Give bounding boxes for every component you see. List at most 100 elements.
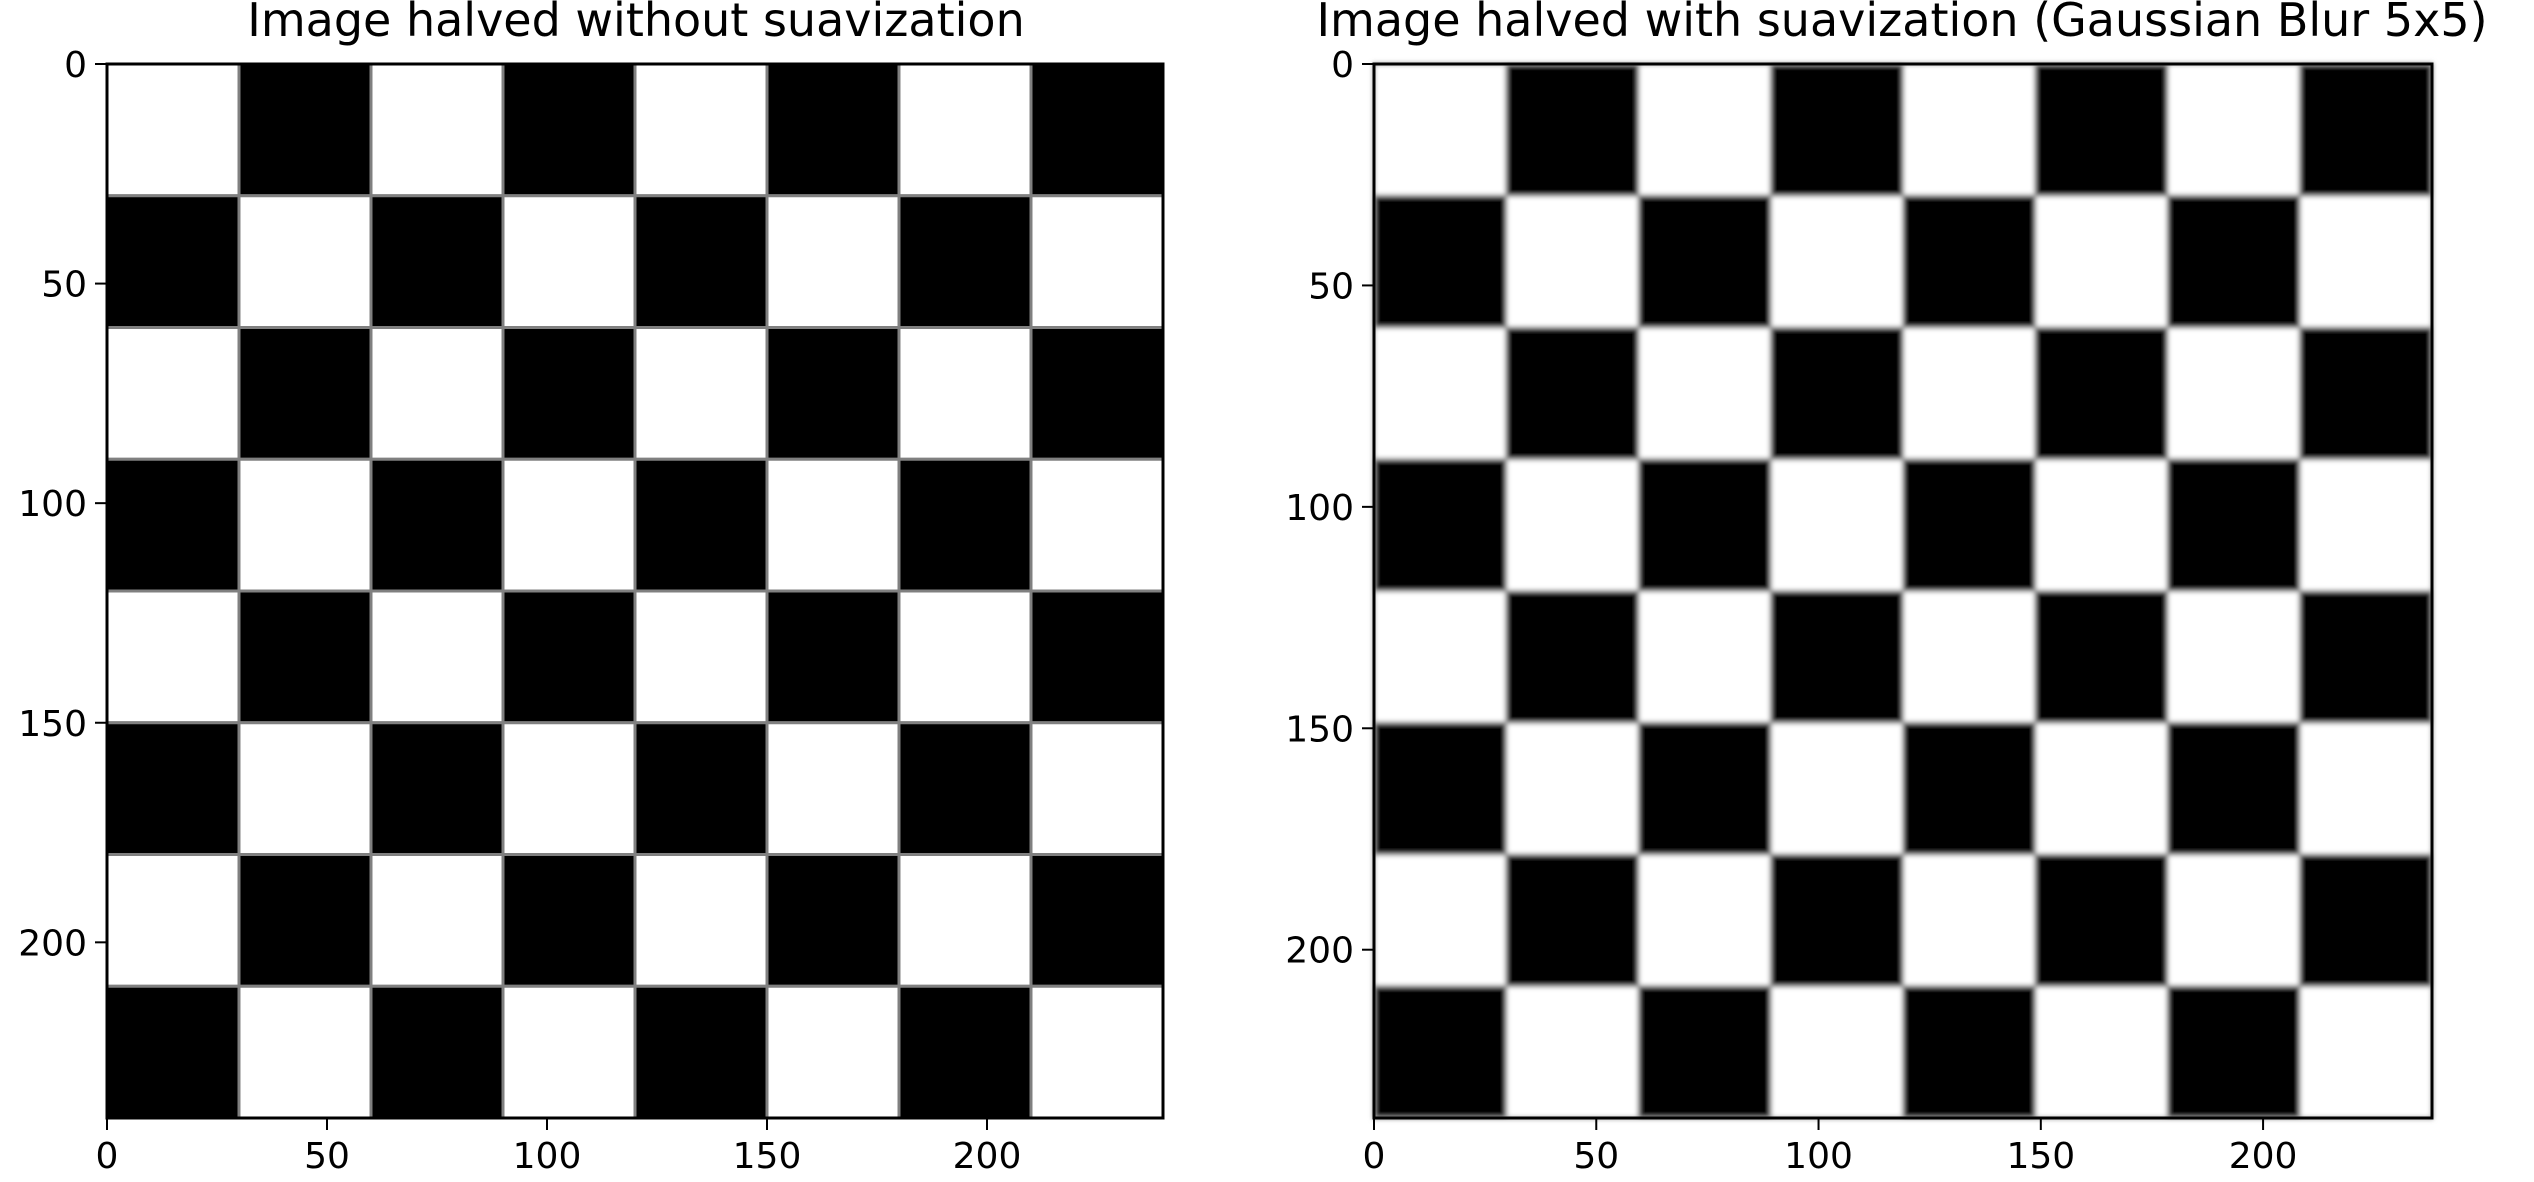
checker-cell bbox=[765, 853, 901, 988]
checker-cell bbox=[501, 457, 637, 593]
checker-cell bbox=[1029, 589, 1165, 725]
checker-cell bbox=[237, 721, 373, 856]
checker-cell bbox=[369, 457, 505, 593]
checker-cell bbox=[1029, 721, 1165, 856]
checker-cell bbox=[897, 457, 1033, 593]
x-tick-label: 150 bbox=[733, 1136, 802, 1177]
checker-cell bbox=[105, 62, 241, 198]
x-tick-label: 50 bbox=[304, 1136, 350, 1177]
checker-cell bbox=[1372, 326, 1508, 461]
checker-cell bbox=[2166, 326, 2302, 461]
checker-cell bbox=[1901, 984, 2037, 1120]
checker-cell bbox=[765, 326, 901, 461]
checker-cell bbox=[2298, 984, 2434, 1120]
checker-cell bbox=[105, 984, 241, 1120]
right-axes-frame bbox=[1372, 62, 2434, 1120]
left-panel-title: Image halved without suavization bbox=[247, 0, 1024, 47]
checker-cell bbox=[1769, 326, 1905, 461]
y-tick-label: 150 bbox=[18, 704, 87, 745]
checker-cell bbox=[2166, 984, 2302, 1120]
checker-cell bbox=[1637, 984, 1773, 1120]
checker-cell bbox=[1769, 457, 1905, 593]
checker-cell bbox=[1029, 853, 1165, 988]
checker-cell bbox=[1637, 589, 1773, 725]
checker-cell bbox=[501, 984, 637, 1120]
checker-cell bbox=[1901, 326, 2037, 461]
y-tick-label: 200 bbox=[1285, 931, 1354, 972]
y-tick-label: 50 bbox=[1308, 266, 1354, 307]
y-tick-label: 0 bbox=[1331, 45, 1354, 86]
checker-cell bbox=[2033, 326, 2169, 461]
checker-cell bbox=[1637, 721, 1773, 856]
checker-cell bbox=[501, 853, 637, 988]
checker-cell bbox=[369, 62, 505, 198]
checker-cell bbox=[1372, 721, 1508, 856]
checker-cell bbox=[2298, 326, 2434, 461]
checker-cell bbox=[1504, 589, 1640, 725]
y-tick-label: 100 bbox=[18, 484, 87, 525]
checker-cell bbox=[105, 326, 241, 461]
checker-cell bbox=[1637, 853, 1773, 988]
checker-cell bbox=[1901, 194, 2037, 329]
left-panel: Image halved without suavization 0 50 100 1… bbox=[18, 0, 1165, 1177]
right-checkerboard bbox=[1372, 62, 2434, 1120]
checker-cell bbox=[897, 326, 1033, 461]
checker-cell bbox=[897, 589, 1033, 725]
checker-cell bbox=[897, 721, 1033, 856]
checker-cell bbox=[1901, 853, 2037, 988]
checker-cell bbox=[2298, 194, 2434, 329]
checker-cell bbox=[633, 194, 769, 329]
checker-cell bbox=[1372, 457, 1508, 593]
checker-cell bbox=[1029, 194, 1165, 329]
checker-cell bbox=[2166, 589, 2302, 725]
checker-cell bbox=[633, 457, 769, 593]
checker-cell bbox=[2166, 721, 2302, 856]
x-tick-label: 0 bbox=[1363, 1136, 1386, 1177]
checker-cell bbox=[2298, 853, 2434, 988]
checker-cell bbox=[1637, 62, 1773, 198]
checker-cell bbox=[1504, 853, 1640, 988]
checker-cell bbox=[1372, 62, 1508, 198]
checker-cell bbox=[2033, 853, 2169, 988]
checker-cell bbox=[237, 457, 373, 593]
checker-cell bbox=[1504, 457, 1640, 593]
checker-cell bbox=[633, 984, 769, 1120]
checker-cell bbox=[1029, 457, 1165, 593]
checker-cell bbox=[369, 326, 505, 461]
checker-cell bbox=[1372, 853, 1508, 988]
x-tick-label: 100 bbox=[513, 1136, 582, 1177]
checker-cell bbox=[369, 589, 505, 725]
checker-cell bbox=[2033, 457, 2169, 593]
checker-cell bbox=[765, 62, 901, 198]
checker-cell bbox=[2298, 62, 2434, 198]
checker-cell bbox=[369, 721, 505, 856]
checker-cell bbox=[237, 62, 373, 198]
y-tick-label: 200 bbox=[18, 923, 87, 964]
checker-cell bbox=[105, 853, 241, 988]
checker-cell bbox=[369, 853, 505, 988]
checker-cell bbox=[2166, 62, 2302, 198]
right-panel: Image halved with suavization (Gaussian … bbox=[1285, 0, 2487, 1177]
checker-cell bbox=[633, 589, 769, 725]
checker-cell bbox=[1637, 194, 1773, 329]
checker-cell bbox=[2033, 62, 2169, 198]
checker-cell bbox=[1901, 62, 2037, 198]
y-tick-label: 100 bbox=[1285, 488, 1354, 529]
checker-cell bbox=[633, 62, 769, 198]
checker-cell bbox=[765, 589, 901, 725]
checker-cell bbox=[1504, 194, 1640, 329]
y-tick-label: 0 bbox=[64, 45, 87, 86]
checker-cell bbox=[237, 326, 373, 461]
x-tick-label: 200 bbox=[953, 1136, 1022, 1177]
x-tick-label: 200 bbox=[2229, 1136, 2298, 1177]
checker-cell bbox=[1029, 326, 1165, 461]
checker-cell bbox=[2166, 194, 2302, 329]
checker-cell bbox=[1504, 326, 1640, 461]
checker-cell bbox=[501, 62, 637, 198]
checker-cell bbox=[1372, 589, 1508, 725]
checker-cell bbox=[1769, 62, 1905, 198]
checker-cell bbox=[2298, 457, 2434, 593]
checker-cell bbox=[765, 194, 901, 329]
checker-cell bbox=[501, 194, 637, 329]
